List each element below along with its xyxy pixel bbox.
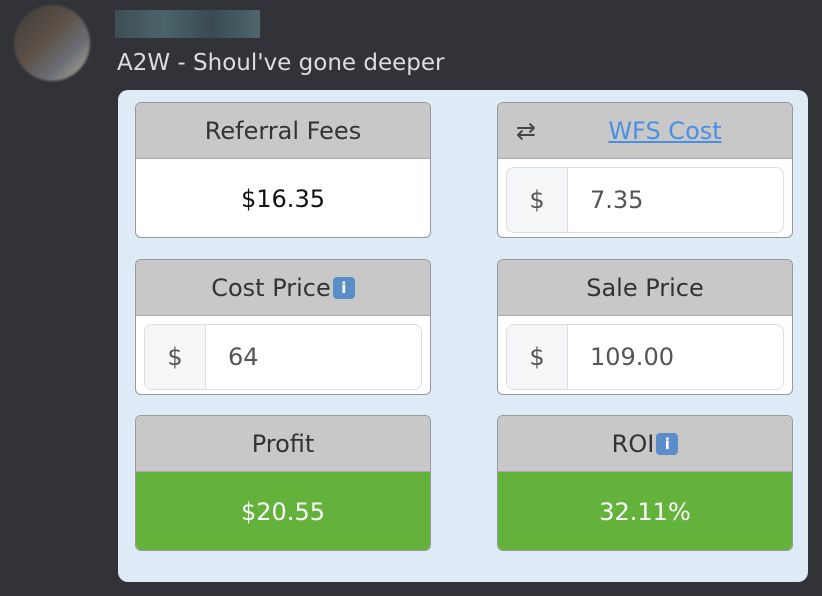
roi-label: ROI bbox=[611, 429, 655, 458]
cost-price-label: Cost Price bbox=[211, 273, 331, 302]
sale-price-input[interactable]: $109.00 bbox=[506, 324, 784, 390]
message-text: A2W - Shoul've gone deeper bbox=[117, 50, 445, 76]
username-blurred[interactable] bbox=[115, 10, 260, 38]
wfs-cost-card: ⇄ WFS Cost $7.35 bbox=[497, 102, 793, 238]
swap-arrows-icon[interactable]: ⇄ bbox=[516, 116, 537, 145]
dollar-prefix: $ bbox=[507, 168, 568, 232]
dollar-prefix: $ bbox=[507, 325, 568, 389]
profit-card: Profit $20.55 bbox=[135, 415, 431, 551]
profit-label: Profit bbox=[136, 416, 430, 472]
avatar[interactable] bbox=[14, 5, 90, 81]
cost-price-card: Cost Price i $64 bbox=[135, 259, 431, 395]
referral-fees-label: Referral Fees bbox=[136, 103, 430, 159]
referral-fees-card: Referral Fees $16.35 bbox=[135, 102, 431, 238]
profit-value: $20.55 bbox=[136, 472, 430, 550]
sale-price-value[interactable]: 109.00 bbox=[590, 343, 674, 371]
sale-price-card: Sale Price $109.00 bbox=[497, 259, 793, 395]
wfs-cost-link[interactable]: WFS Cost bbox=[608, 116, 722, 145]
dollar-prefix: $ bbox=[145, 325, 206, 389]
cost-price-value[interactable]: 64 bbox=[228, 343, 259, 371]
info-icon[interactable]: i bbox=[332, 276, 355, 299]
roi-value: 32.11% bbox=[498, 472, 792, 550]
cost-price-input[interactable]: $64 bbox=[144, 324, 422, 390]
calculator-embed: Referral Fees $16.35 ⇄ WFS Cost $7.35 Cos… bbox=[118, 90, 808, 582]
wfs-cost-value[interactable]: 7.35 bbox=[590, 186, 644, 214]
roi-card: ROI i 32.11% bbox=[497, 415, 793, 551]
wfs-cost-input[interactable]: $7.35 bbox=[506, 167, 784, 233]
sale-price-label: Sale Price bbox=[498, 260, 792, 316]
info-icon[interactable]: i bbox=[656, 432, 679, 455]
referral-fees-value: $16.35 bbox=[241, 185, 325, 213]
